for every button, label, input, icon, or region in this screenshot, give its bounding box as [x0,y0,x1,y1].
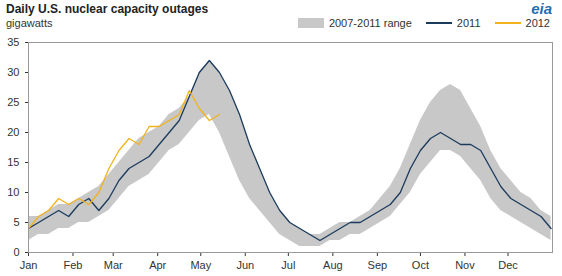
svg-text:Jun: Jun [236,259,254,271]
svg-text:Nov: Nov [455,259,475,271]
svg-text:May: May [190,259,211,271]
html-text:2011: 2011 [456,17,481,29]
svg-text:20: 20 [7,126,19,138]
svg-text:0: 0 [13,246,19,258]
svg-text:Oct: Oct [412,259,429,271]
svg-text:Apr: Apr [149,259,166,271]
svg-text:Jan: Jan [20,259,38,271]
svg-text:Sep: Sep [368,259,388,271]
html-text:gigawatts: gigawatts [6,17,53,29]
svg-text:Aug: Aug [323,259,343,271]
svg-text:30: 30 [7,66,19,78]
html-text:2012: 2012 [525,17,550,29]
svg-text:5: 5 [13,216,19,228]
svg-text:10: 10 [7,186,19,198]
svg-text:35: 35 [7,36,19,48]
html-text:Daily U.S. nuclear capacity ou: Daily U.S. nuclear capacity outages [6,2,209,16]
svg-text:15: 15 [7,156,19,168]
svg-text:Jul: Jul [281,259,295,271]
html-text:eia: eia [531,0,552,17]
svg-text:25: 25 [7,96,19,108]
svg-text:Feb: Feb [64,259,83,271]
html-text:2007-2011 range: 2007-2011 range [328,17,412,29]
svg-text:Mar: Mar [104,259,123,271]
svg-text:Dec: Dec [498,259,518,271]
